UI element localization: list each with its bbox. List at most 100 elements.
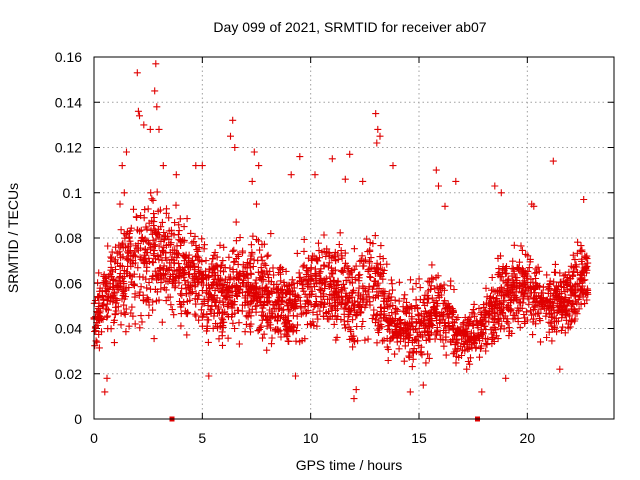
data-point [508,264,516,272]
data-point [530,202,538,210]
data-point [529,331,537,339]
data-point [206,305,214,313]
data-point [395,297,403,305]
data-point [149,236,157,244]
y-tick-label: 0.02 [55,366,82,382]
data-point [403,332,411,340]
data-point [417,343,425,351]
data-point [463,321,471,329]
data-point [386,327,394,335]
data-point [318,279,326,287]
data-point [405,353,413,361]
data-point [449,336,457,343]
data-point [255,162,263,170]
data-point [405,325,413,333]
data-point [411,305,419,312]
data-point [571,315,579,323]
y-tick-label: 0.1 [63,185,83,201]
data-point [297,310,305,318]
data-point [300,236,308,243]
data-point [415,275,423,283]
data-point [432,297,440,305]
x-tick-label: 20 [520,430,536,446]
data-point [138,234,146,242]
data-point [95,303,103,311]
data-point [145,311,153,319]
data-point [103,313,111,321]
data-point [472,317,480,325]
data-point [364,288,372,296]
data-point [422,359,430,367]
data-point [247,283,255,290]
data-point [409,285,417,293]
data-point [401,342,409,350]
data-point [191,283,199,291]
data-point [388,280,396,288]
data-point [248,305,256,313]
data-point [208,302,216,310]
data-point [315,247,323,255]
data-point [350,286,357,294]
data-point [143,284,151,292]
data-point [511,281,519,289]
data-point [176,266,184,274]
data-point [338,292,345,300]
data-point [116,262,124,270]
data-point [464,345,472,353]
data-point [535,309,543,317]
data-point [495,269,503,277]
data-point [367,254,375,262]
data-point [482,299,490,307]
data-point [132,242,140,250]
data-point [509,257,517,265]
data-point [512,288,520,296]
data-point [488,274,496,281]
data-point [584,259,592,267]
data-point [418,351,426,359]
data-point [337,267,345,275]
data-point [403,298,410,306]
data-point [410,336,418,344]
data-point [170,267,178,275]
data-point [577,300,585,308]
data-point [578,260,586,268]
data-point [291,291,299,299]
data-point [108,254,116,262]
data-point [244,312,252,320]
data-point [202,289,210,297]
data-point [151,242,159,250]
data-point [217,267,224,275]
data-point [419,299,427,306]
data-point [367,274,375,281]
data-point [106,294,114,302]
data-point [120,295,128,303]
data-point [348,299,356,307]
data-point [180,267,188,275]
data-point [341,249,349,257]
data-point [404,338,412,346]
data-point [583,252,591,260]
data-point [170,311,178,319]
data-point [573,249,581,257]
data-point [450,286,458,293]
data-point [503,287,511,295]
data-point [363,293,371,301]
data-point [169,270,177,278]
data-point [232,237,240,245]
data-point [315,286,323,293]
data-point [107,325,115,333]
data-point [134,107,142,115]
data-point [273,280,281,288]
data-point [158,318,166,326]
data-point [479,335,487,342]
data-point [428,294,436,302]
data-point [346,150,354,158]
data-point [152,60,160,68]
data-point [339,296,347,304]
data-point [467,318,475,325]
data-point [440,342,448,350]
data-point [238,307,246,315]
data-point [91,297,99,304]
data-point [273,325,281,333]
data-point [377,308,385,316]
